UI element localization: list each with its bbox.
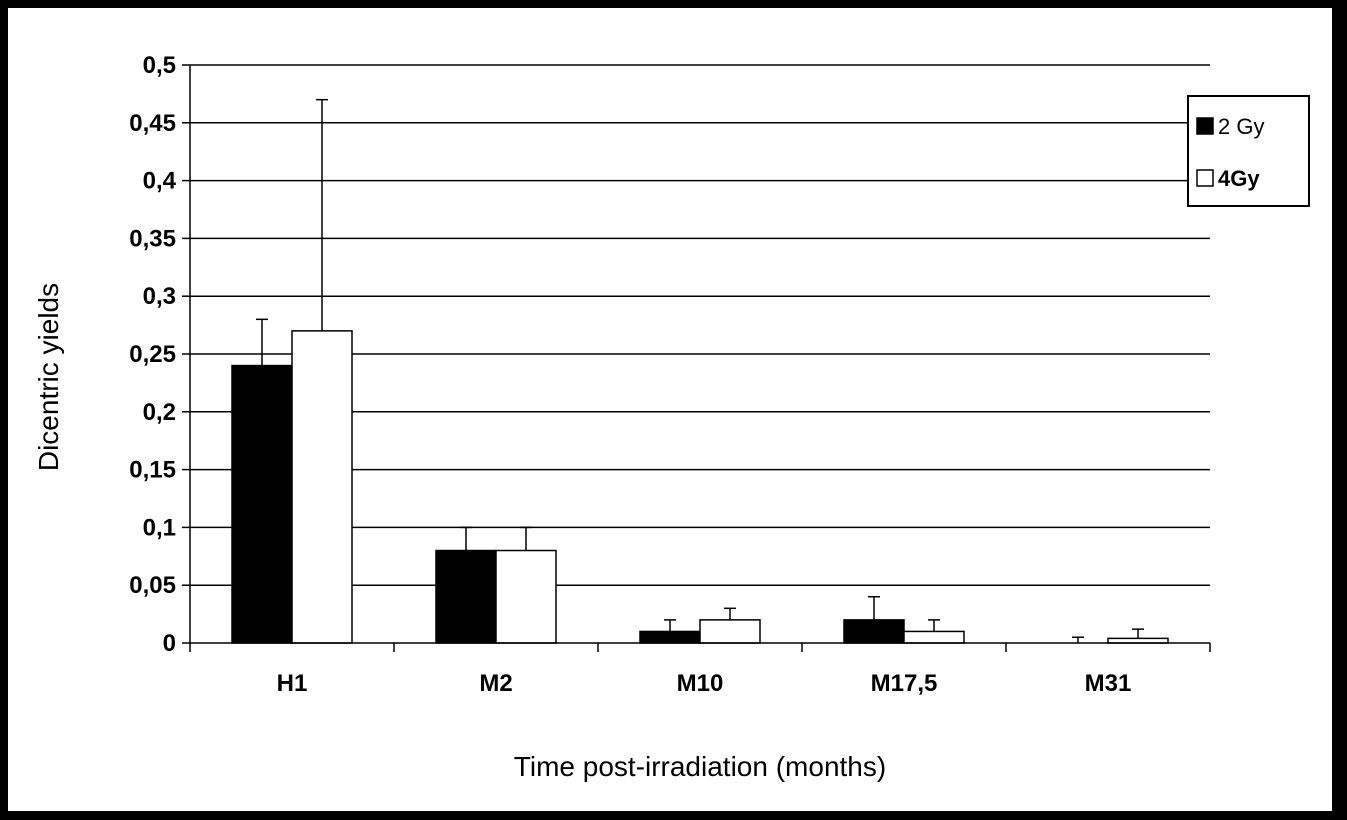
y-tick-label: 0 bbox=[163, 630, 176, 657]
bar bbox=[639, 630, 701, 644]
y-tick-label: 0,5 bbox=[143, 52, 176, 79]
y-axis-title: Dicentric yields bbox=[33, 283, 64, 471]
x-tick-label: M10 bbox=[677, 670, 724, 697]
legend-swatch-4gy bbox=[1196, 169, 1214, 187]
x-axis-categories: H1 M2 M10 M17,5 M31 bbox=[277, 670, 1132, 697]
legend-label-4gy: 4Gy bbox=[1218, 166, 1260, 191]
y-tick-label: 0,25 bbox=[129, 341, 176, 368]
gridlines bbox=[190, 64, 1210, 586]
y-tick-label: 0,45 bbox=[129, 110, 176, 137]
y-tick-label: 0,3 bbox=[143, 283, 176, 310]
bar bbox=[495, 549, 557, 644]
y-tick-label: 0,35 bbox=[129, 225, 176, 252]
bar bbox=[699, 619, 761, 644]
x-axis bbox=[189, 642, 1211, 652]
x-tick-label: M31 bbox=[1085, 670, 1132, 697]
chart-frame: 0 0,05 0,1 0,15 0,2 0,25 0,3 0,35 0,4 0,45 0,5 H1 M… bbox=[8, 8, 1332, 811]
y-tick-label: 0,1 bbox=[143, 514, 176, 541]
x-tick-label: H1 bbox=[277, 670, 308, 697]
y-axis-ticks: 0 0,05 0,1 0,15 0,2 0,25 0,3 0,35 0,4 0,45 0,5 bbox=[129, 52, 191, 657]
legend-label-2gy: 2 Gy bbox=[1218, 114, 1264, 139]
legend-swatch-2gy bbox=[1196, 117, 1214, 135]
error-bars bbox=[256, 98, 1144, 643]
x-tick-label: M17,5 bbox=[871, 670, 938, 697]
x-axis-title: Time post-irradiation (months) bbox=[514, 751, 886, 782]
bars bbox=[231, 330, 1169, 644]
y-tick-label: 0,15 bbox=[129, 457, 176, 484]
bar bbox=[291, 330, 353, 644]
y-tick-label: 0,05 bbox=[129, 572, 176, 599]
bar bbox=[903, 630, 965, 644]
y-tick-label: 0,2 bbox=[143, 399, 176, 426]
legend: 2 Gy 4Gy bbox=[1187, 95, 1310, 207]
x-tick-label: M2 bbox=[479, 670, 512, 697]
y-tick-label: 0,4 bbox=[143, 168, 177, 195]
bar bbox=[231, 364, 293, 644]
bar bbox=[843, 619, 905, 644]
legend-box bbox=[1187, 95, 1310, 207]
bar bbox=[435, 549, 497, 644]
bar-chart: 0 0,05 0,1 0,15 0,2 0,25 0,3 0,35 0,4 0,45 0,5 H1 M… bbox=[33, 52, 1310, 782]
